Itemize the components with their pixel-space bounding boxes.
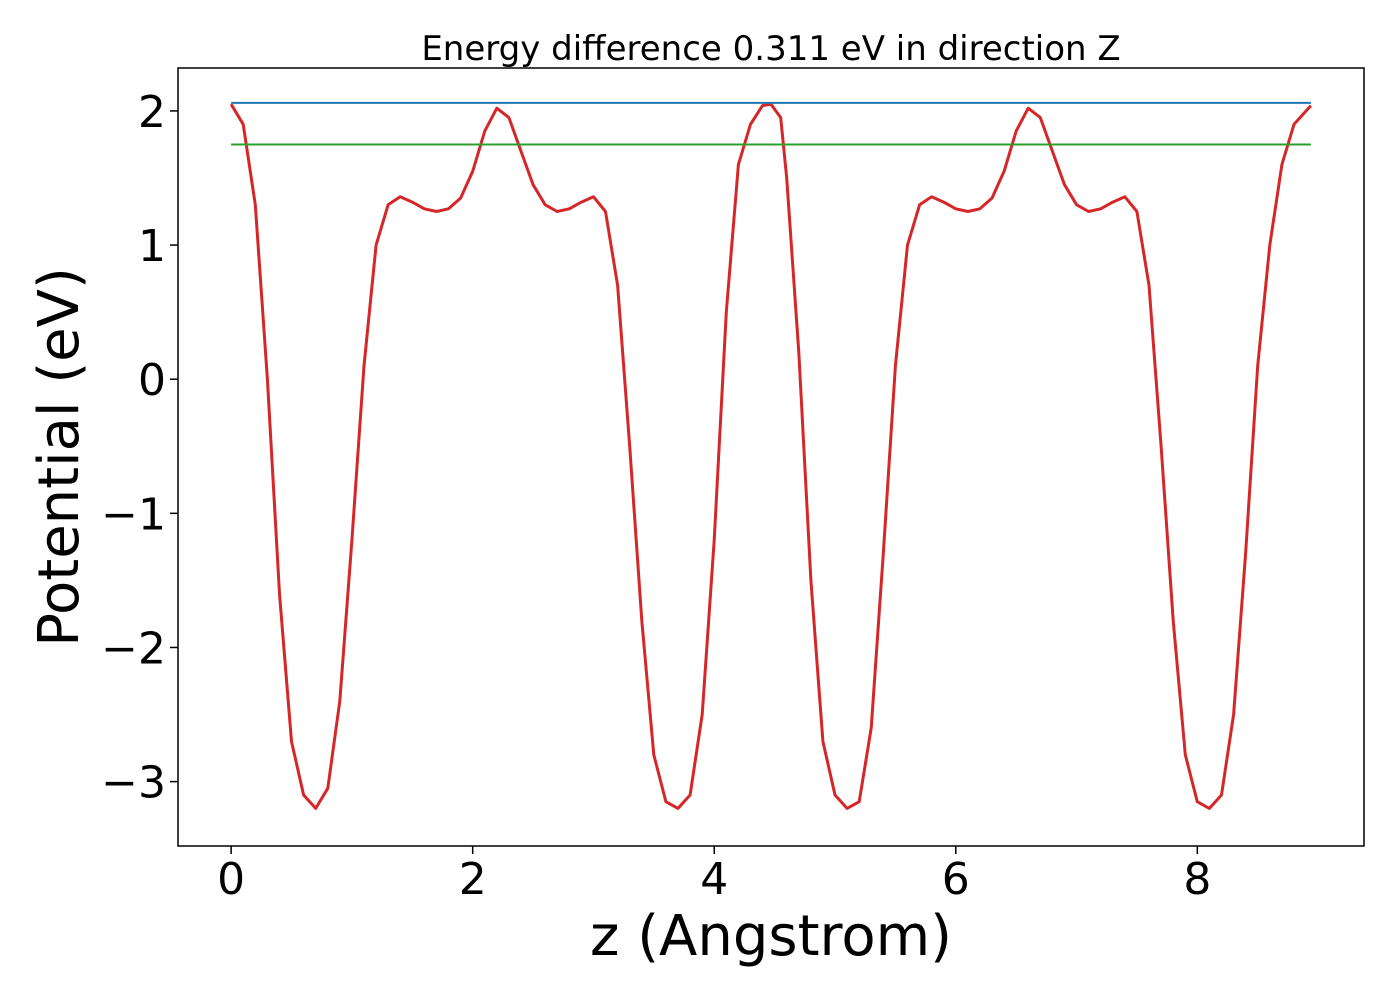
y-tick-label: −1: [101, 489, 166, 540]
x-axis-ticks: 0 2 4 6 8: [217, 846, 1211, 905]
x-tick-label: 6: [942, 854, 970, 905]
plot-frame: [177, 67, 1365, 847]
y-axis-ticks: −3 −2 −1 0 1 2: [101, 87, 178, 809]
x-tick-label: 8: [1183, 854, 1211, 905]
y-tick-label: 1: [138, 221, 166, 272]
plot-marks: [229, 101, 1313, 810]
y-tick-label: −3: [101, 758, 166, 809]
x-tick-label: 0: [217, 854, 245, 905]
y-tick-label: 0: [138, 355, 166, 406]
y-tick-label: 2: [138, 87, 166, 138]
x-tick-label: 2: [459, 854, 487, 905]
y-tick-label: −2: [101, 623, 166, 674]
y-axis-label: Potential (eV): [27, 267, 92, 647]
x-axis-label: z (Angstrom): [590, 904, 952, 969]
x-tick-label: 4: [700, 854, 728, 905]
potential-curve: [229, 102, 1313, 810]
chart-title: Energy difference 0.311 eV in direction …: [421, 29, 1120, 69]
